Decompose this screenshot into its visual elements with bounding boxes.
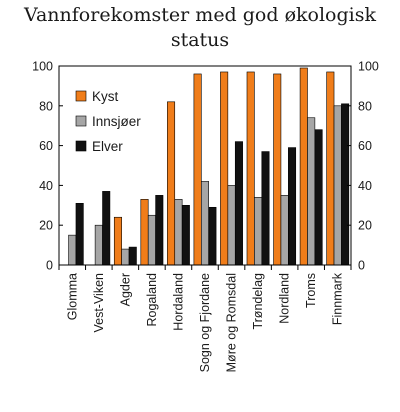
right-y-axis: 0 20 40 60 80 100 [347, 60, 379, 273]
bar-innsjøer-9 [307, 117, 316, 266]
bar-kyst-2 [113, 216, 122, 266]
bar-innsjøer-3 [147, 214, 156, 266]
bar-innsjøer-10 [333, 105, 342, 266]
x-category-label: Troms [304, 273, 318, 308]
legend-swatch-elver [75, 140, 87, 152]
bar-kyst-10 [326, 71, 335, 266]
x-category-label: Trøndelag [251, 273, 265, 330]
bar-kyst-4 [167, 101, 176, 266]
bar-innsjøer-5 [201, 181, 210, 266]
bar-elver-10 [341, 103, 350, 266]
left-y-tick-label: 40 [39, 179, 53, 193]
bar-kyst-6 [220, 71, 229, 266]
bar-innsjøer-1 [94, 224, 103, 266]
bar-kyst-7 [246, 71, 255, 266]
bar-elver-3 [155, 195, 164, 266]
legend-label-elver: Elver [92, 139, 123, 154]
legend-label-kyst: Kyst [92, 89, 119, 104]
bar-innsjøer-7 [254, 197, 263, 266]
bar-kyst-8 [273, 73, 282, 266]
chart-title-line1: Vannforekomster med god økologisk [23, 4, 376, 26]
left-y-tick-label: 60 [39, 139, 53, 153]
plot-area-frame [58, 65, 352, 266]
right-y-tick-label: 0 [358, 259, 365, 273]
left-y-axis: 0 20 40 60 80 100 [32, 60, 63, 273]
x-category-label: Glomma [65, 273, 79, 320]
bar-innsjøer-6 [227, 185, 236, 266]
bar-elver-8 [288, 147, 297, 266]
bar-elver-2 [128, 246, 137, 266]
bar-innsjøer-0 [68, 234, 77, 266]
right-y-tick-label: 40 [358, 179, 372, 193]
bar-kyst-5 [193, 73, 202, 266]
x-category-label: Hordaland [171, 273, 185, 331]
legend-swatch-kyst [75, 90, 87, 102]
left-y-tick-label: 20 [39, 219, 53, 233]
legend-label-innsjoer: Innsjøer [92, 114, 141, 129]
bar-elver-4 [181, 205, 190, 266]
x-category-label: Vest-Viken [92, 273, 106, 333]
left-y-tick-label: 80 [39, 99, 53, 113]
x-category-label: Finnmark [331, 272, 345, 325]
x-category-label: Agder [118, 273, 132, 306]
right-y-tick-label: 80 [358, 99, 372, 113]
x-category-label: Nordland [278, 273, 292, 324]
x-category-label: Rogaland [145, 273, 159, 327]
bar-elver-0 [75, 203, 84, 266]
bar-innsjøer-2 [121, 248, 130, 266]
left-y-tick-label: 100 [32, 60, 53, 74]
bar-elver-5 [208, 206, 217, 266]
right-y-tick-label: 100 [358, 60, 379, 74]
legend-swatch-innsjoer [75, 115, 87, 127]
bar-elver-6 [234, 141, 243, 266]
bar-innsjøer-8 [280, 195, 289, 266]
chart-title-line2: status [171, 29, 229, 51]
bar-kyst-3 [140, 199, 149, 266]
left-y-tick-label: 0 [46, 259, 53, 273]
right-y-tick-label: 20 [358, 219, 372, 233]
bar-elver-7 [261, 151, 270, 266]
bar-elver-9 [314, 129, 323, 266]
bar-elver-1 [102, 191, 111, 266]
x-axis: Glomma Vest-Viken Agder Rogaland Hordaland So… [58, 265, 352, 372]
bar-innsjøer-4 [174, 199, 183, 266]
bars-group [68, 67, 350, 266]
right-y-tick-label: 60 [358, 139, 372, 153]
bar-kyst-9 [299, 67, 308, 266]
legend: Kyst Innsjøer Elver [75, 89, 141, 154]
x-category-label: Møre og Romsdal [225, 273, 239, 372]
x-category-label: Sogn og Fjordane [198, 273, 212, 372]
